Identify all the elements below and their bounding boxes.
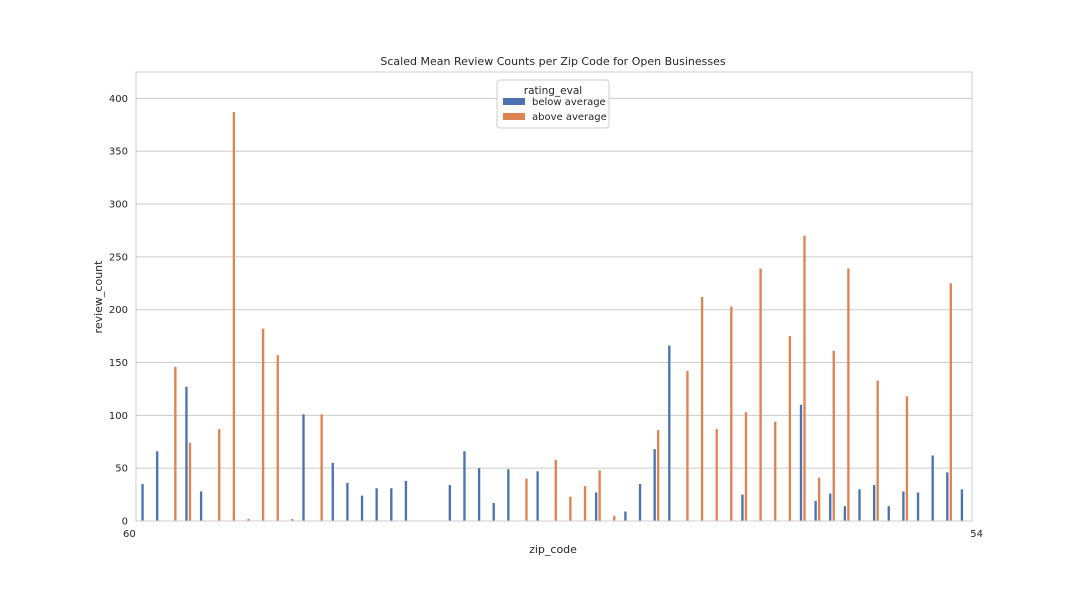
- bar-above-average: [730, 306, 733, 521]
- bar-below-average: [507, 469, 510, 521]
- bar-below-average: [375, 488, 378, 521]
- y-tick-label: 250: [109, 252, 128, 263]
- bar-below-average: [829, 493, 832, 521]
- bar-below-average: [814, 500, 817, 521]
- bar-above-average: [759, 268, 762, 521]
- legend-swatch-below-average: [503, 98, 525, 105]
- bar-below-average: [872, 485, 876, 521]
- bar-above-average: [817, 477, 821, 521]
- bar-below-average: [390, 488, 393, 521]
- bar-above-average: [876, 380, 879, 521]
- bar-below-average: [199, 491, 203, 521]
- bar-above-average: [320, 414, 323, 521]
- bar-above-average: [583, 486, 587, 521]
- bar-below-average: [638, 484, 642, 521]
- bar-above-average: [613, 515, 616, 521]
- bar-below-average: [916, 492, 920, 521]
- bar-below-average: [331, 462, 334, 521]
- x-tick-label-first: 60: [123, 529, 136, 540]
- plot-frame: [135, 71, 973, 522]
- bar-below-average: [448, 485, 451, 521]
- bar-below-average: [156, 451, 159, 521]
- bar-above-average: [247, 518, 250, 521]
- bar-below-average: [887, 506, 890, 521]
- y-tick-label: 200: [109, 305, 128, 316]
- bar-below-average: [858, 489, 861, 521]
- bar-above-average: [832, 350, 835, 521]
- y-tick-label: 50: [115, 464, 128, 475]
- bar-below-average: [360, 495, 364, 521]
- legend-label-below-average: below average: [532, 97, 606, 108]
- bar-above-average: [569, 496, 572, 521]
- x-tick-label-last: 54: [970, 529, 983, 540]
- y-tick-labels: 0 50 100 150 200 250 300 350 400: [109, 94, 128, 528]
- bar-below-average: [799, 404, 803, 521]
- y-tick-label: 100: [109, 411, 128, 422]
- bar-below-average: [346, 482, 349, 521]
- bar-below-average: [668, 345, 671, 521]
- bar-below-average: [741, 494, 744, 521]
- legend-swatch-above-average: [503, 113, 525, 120]
- y-tick-label: 350: [109, 147, 128, 158]
- bar-below-average: [536, 471, 539, 521]
- bar-above-average: [174, 366, 177, 521]
- bar-above-average: [525, 478, 528, 521]
- bar-above-average: [188, 442, 192, 521]
- bar-above-average: [657, 430, 660, 521]
- y-tick-label: 300: [109, 200, 128, 211]
- bar-below-average: [653, 449, 656, 521]
- bar-above-average: [774, 421, 777, 521]
- bars: [141, 112, 964, 522]
- y-tick-label: 0: [122, 517, 128, 528]
- legend-title: rating_eval: [524, 85, 582, 97]
- bar-below-average: [404, 480, 408, 521]
- x-axis-label: zip_code: [529, 543, 577, 556]
- y-tick-label: 400: [109, 94, 128, 105]
- bar-below-average: [946, 472, 949, 521]
- bar-below-average: [477, 468, 481, 521]
- bar-above-average: [686, 370, 689, 521]
- legend-label-above-average: above average: [532, 112, 607, 123]
- bar-above-average: [803, 235, 806, 522]
- bar-above-average: [554, 459, 557, 521]
- bar-above-average: [218, 429, 221, 521]
- bar-above-average: [744, 412, 748, 521]
- gridlines: [136, 97, 972, 522]
- bar-below-average: [960, 489, 964, 521]
- bar-below-average: [185, 386, 188, 521]
- bar-above-average: [261, 328, 265, 521]
- bar-below-average: [594, 492, 598, 521]
- x-tick-labels: 60 54: [123, 529, 983, 540]
- bar-above-average: [232, 112, 236, 522]
- bar-below-average: [141, 484, 144, 521]
- legend: rating_eval below average above average: [496, 79, 610, 129]
- y-tick-label: 150: [109, 358, 128, 369]
- bar-below-average: [931, 455, 934, 521]
- bar-below-average: [463, 451, 466, 521]
- bar-below-average: [492, 503, 495, 521]
- bar-above-average: [905, 396, 909, 521]
- bar-above-average: [788, 336, 792, 521]
- bar-below-average: [302, 414, 305, 521]
- bar-above-average: [700, 297, 704, 521]
- bar-below-average: [843, 506, 847, 521]
- bar-above-average: [598, 470, 601, 521]
- y-axis-label: review_count: [92, 260, 105, 334]
- bar-above-average: [847, 268, 850, 521]
- bar-above-average: [715, 429, 718, 521]
- bar-above-average: [276, 355, 279, 521]
- bar-above-average: [291, 518, 294, 521]
- bar-below-average: [624, 511, 627, 521]
- bar-above-average: [949, 283, 952, 521]
- bar-below-average: [902, 491, 905, 521]
- chart-title: Scaled Mean Review Counts per Zip Code f…: [380, 55, 725, 68]
